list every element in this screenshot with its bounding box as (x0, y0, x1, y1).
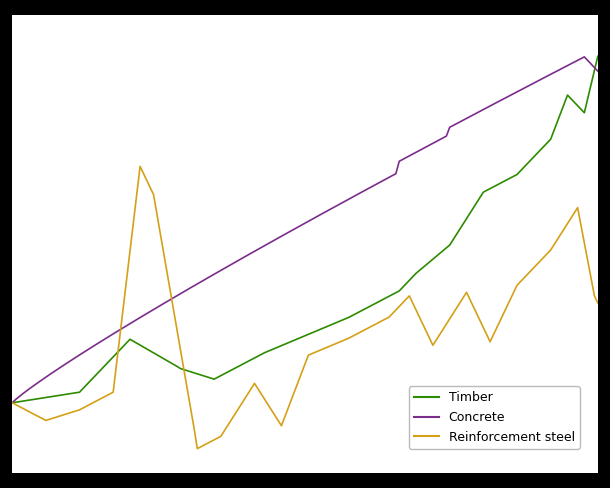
Concrete (177, 291, 184, 297)
Timber (177, 366, 184, 371)
Reinforcement steel (56, 413, 63, 419)
Reinforcement steel (450, 310, 457, 316)
Timber (503, 177, 511, 183)
Timber (214, 374, 221, 380)
Reinforcement steel (193, 446, 201, 451)
Line: Timber: Timber (12, 56, 598, 403)
Timber (56, 392, 63, 398)
Line: Reinforcement steel: Reinforcement steel (12, 166, 598, 448)
Concrete (443, 133, 450, 139)
Concrete (503, 94, 511, 100)
Concrete (214, 269, 221, 275)
Timber (9, 400, 16, 406)
Reinforcement steel (399, 300, 406, 306)
Concrete (392, 171, 400, 177)
Concrete (594, 68, 601, 74)
Timber (594, 53, 601, 59)
Timber (443, 245, 450, 251)
Reinforcement steel (137, 163, 144, 169)
Reinforcement steel (594, 300, 601, 306)
Reinforcement steel (221, 428, 228, 434)
Concrete (9, 400, 16, 406)
Concrete (56, 365, 63, 371)
Reinforcement steel (180, 366, 187, 372)
Line: Concrete: Concrete (12, 57, 598, 403)
Concrete (581, 54, 588, 60)
Reinforcement steel (510, 289, 517, 295)
Reinforcement steel (9, 400, 16, 406)
Timber (392, 290, 400, 296)
Legend: Timber, Concrete, Reinforcement steel: Timber, Concrete, Reinforcement steel (409, 386, 580, 449)
